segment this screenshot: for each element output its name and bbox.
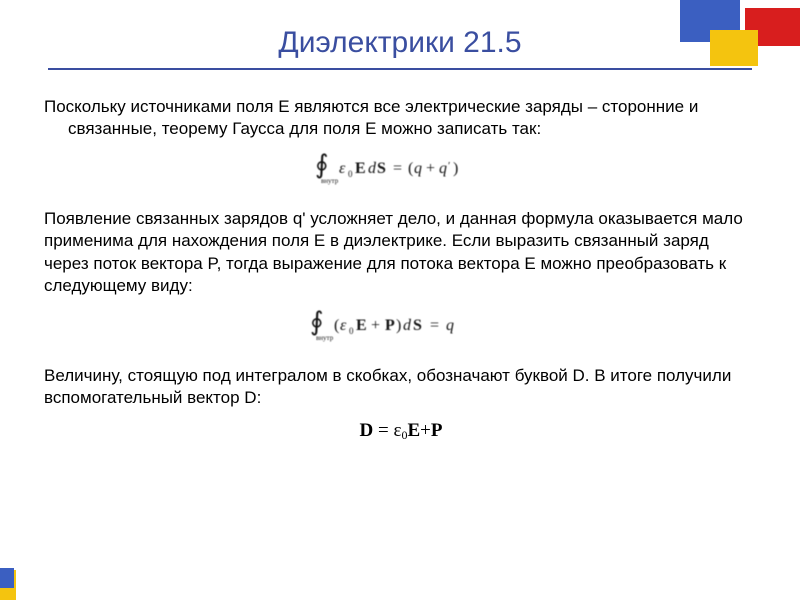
- sym-plus: +: [420, 420, 431, 441]
- slide-title: Диэлектрики 21.5: [0, 26, 800, 60]
- svg-text:=: =: [393, 160, 402, 177]
- sym-P: P: [431, 420, 443, 441]
- svg-text:E: E: [356, 317, 367, 334]
- svg-text:d: d: [403, 317, 412, 334]
- svg-text:S: S: [413, 317, 422, 334]
- svg-text:S: S: [377, 160, 386, 177]
- formula-3: D = ε0E+P: [44, 420, 758, 443]
- svg-text:∮: ∮: [315, 151, 329, 179]
- deco-strip-blue: [0, 568, 14, 588]
- svg-text:q: q: [414, 160, 422, 177]
- formula-1-svg: ∮ внутр ε 0 E d S = ( q + q ′ ): [311, 151, 491, 185]
- sym-D: D: [360, 420, 374, 441]
- svg-text:′: ′: [448, 160, 450, 172]
- svg-text:(: (: [408, 160, 413, 177]
- svg-text:+: +: [371, 317, 380, 334]
- sym-eq: =: [373, 420, 393, 441]
- svg-text:ε: ε: [340, 317, 347, 334]
- svg-text:d: d: [368, 160, 377, 177]
- svg-text:): ): [396, 317, 401, 334]
- svg-text:q: q: [439, 160, 447, 177]
- formula-2-svg: ∮ внутр ( ε 0 E + P ) d S = q: [306, 308, 496, 342]
- svg-text:внутр: внутр: [316, 334, 334, 342]
- svg-text:=: =: [430, 317, 439, 334]
- formula-2: ∮ внутр ( ε 0 E + P ) d S = q: [44, 308, 758, 347]
- paragraph-2: Появление связанных зарядов q' усложняет…: [44, 208, 758, 298]
- paragraph-1: Поскольку источниками поля E являются вс…: [44, 96, 758, 141]
- sym-E: E: [407, 420, 420, 441]
- svg-text:E: E: [355, 160, 366, 177]
- formula-1: ∮ внутр ε 0 E d S = ( q + q ′ ): [44, 151, 758, 190]
- formula-3-text: D = ε0E+P: [360, 420, 443, 441]
- svg-text:0: 0: [348, 169, 353, 179]
- svg-text:∮: ∮: [310, 308, 324, 336]
- svg-text:): ): [453, 160, 458, 177]
- svg-text:(: (: [334, 317, 339, 334]
- svg-text:+: +: [426, 160, 435, 177]
- svg-text:ε: ε: [339, 160, 346, 177]
- title-underline: [48, 68, 752, 70]
- svg-text:q: q: [446, 317, 454, 334]
- corner-decoration-bottom: [0, 556, 16, 600]
- svg-text:0: 0: [349, 326, 354, 336]
- slide-body: Поскольку источниками поля E являются вс…: [44, 96, 758, 461]
- paragraph-3: Величину, стоящую под интегралом в скобк…: [44, 365, 758, 410]
- svg-text:P: P: [385, 317, 395, 334]
- svg-text:внутр: внутр: [321, 177, 339, 185]
